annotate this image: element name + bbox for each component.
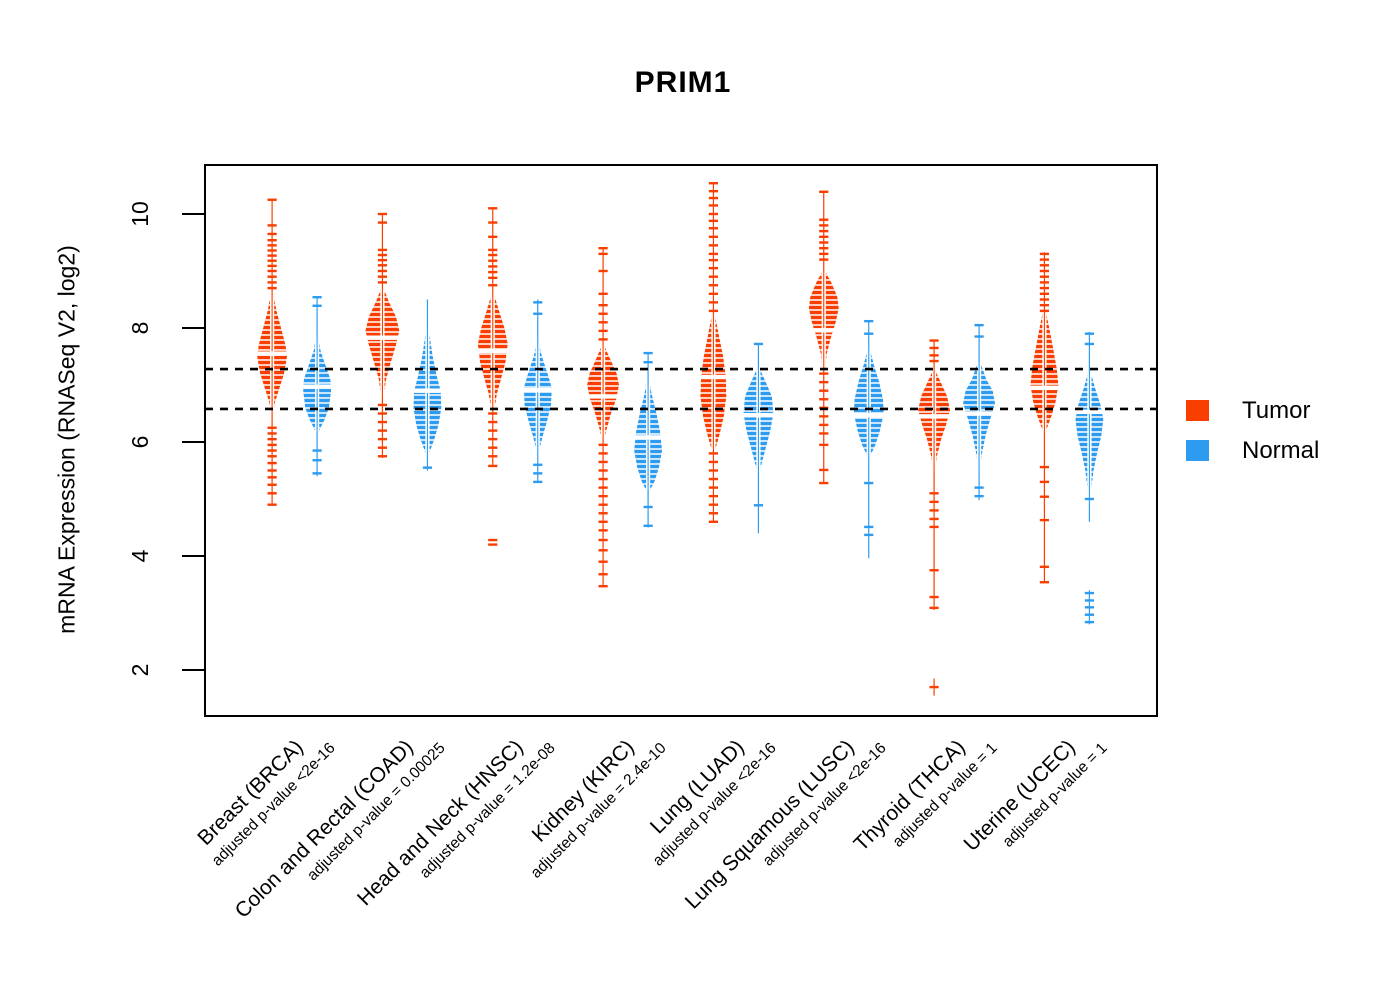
y-axis-ticks bbox=[182, 213, 205, 671]
y-tick-label-8: 8 bbox=[127, 321, 153, 335]
violin-thca-tumor bbox=[918, 339, 951, 696]
violin-kirc-tumor-outliers bbox=[598, 246, 608, 588]
plot-border bbox=[204, 164, 1158, 717]
y-tick-label-4: 4 bbox=[127, 549, 153, 563]
violin-kirc-normal-outliers bbox=[643, 351, 653, 527]
violin-luad-tumor-outliers bbox=[708, 182, 719, 523]
violin-coad-tumor-outliers bbox=[377, 212, 388, 458]
violin-lusc-normal bbox=[853, 319, 884, 559]
violin-thca-normal bbox=[963, 323, 996, 501]
violin-luad-normal bbox=[743, 342, 774, 534]
violin-hnsc-normal bbox=[523, 299, 552, 484]
y-tick-label-2: 2 bbox=[127, 663, 153, 677]
violin-thca-normal-outliers bbox=[974, 323, 984, 498]
legend-label-normal: Normal bbox=[1242, 437, 1320, 464]
chart-title: PRIM1 bbox=[634, 66, 732, 99]
legend-label-tumor: Tumor bbox=[1242, 397, 1311, 424]
violin-hnsc-normal-outliers bbox=[533, 301, 543, 484]
violin-kirc-normal bbox=[634, 351, 663, 528]
violin-kirc-tumor bbox=[587, 246, 620, 588]
violin-ucec-tumor bbox=[1030, 252, 1059, 584]
violin-ucec-tumor-outliers bbox=[1039, 252, 1050, 584]
violin-luad-tumor bbox=[700, 182, 727, 523]
violin-hnsc-tumor bbox=[477, 207, 508, 546]
y-axis-label: mRNA Expression (RNASeq V2, log2) bbox=[53, 245, 80, 634]
violin-brca-normal bbox=[303, 296, 332, 477]
y-tick-label-6: 6 bbox=[127, 435, 153, 449]
legend-swatch-normal bbox=[1186, 440, 1209, 461]
legend-swatch-tumor bbox=[1186, 400, 1209, 421]
violin-brca-normal-outliers bbox=[312, 296, 322, 475]
violin-luad-normal-outliers bbox=[753, 342, 764, 507]
violin-hnsc-tumor-outliers bbox=[488, 207, 498, 546]
violin-lusc-tumor bbox=[808, 190, 839, 485]
violin-lusc-normal-outliers bbox=[864, 319, 874, 537]
violin-brca-tumor bbox=[257, 198, 288, 506]
violin-thca-tumor-outliers bbox=[929, 339, 939, 689]
violin-ucec-normal bbox=[1075, 331, 1104, 625]
y-tick-label-10: 10 bbox=[127, 201, 153, 227]
violin-coad-tumor bbox=[365, 212, 400, 458]
violin-coad-normal bbox=[413, 299, 442, 471]
violin-ucec-normal-outliers bbox=[1084, 332, 1095, 624]
violin-brca-tumor-outliers bbox=[267, 198, 277, 506]
